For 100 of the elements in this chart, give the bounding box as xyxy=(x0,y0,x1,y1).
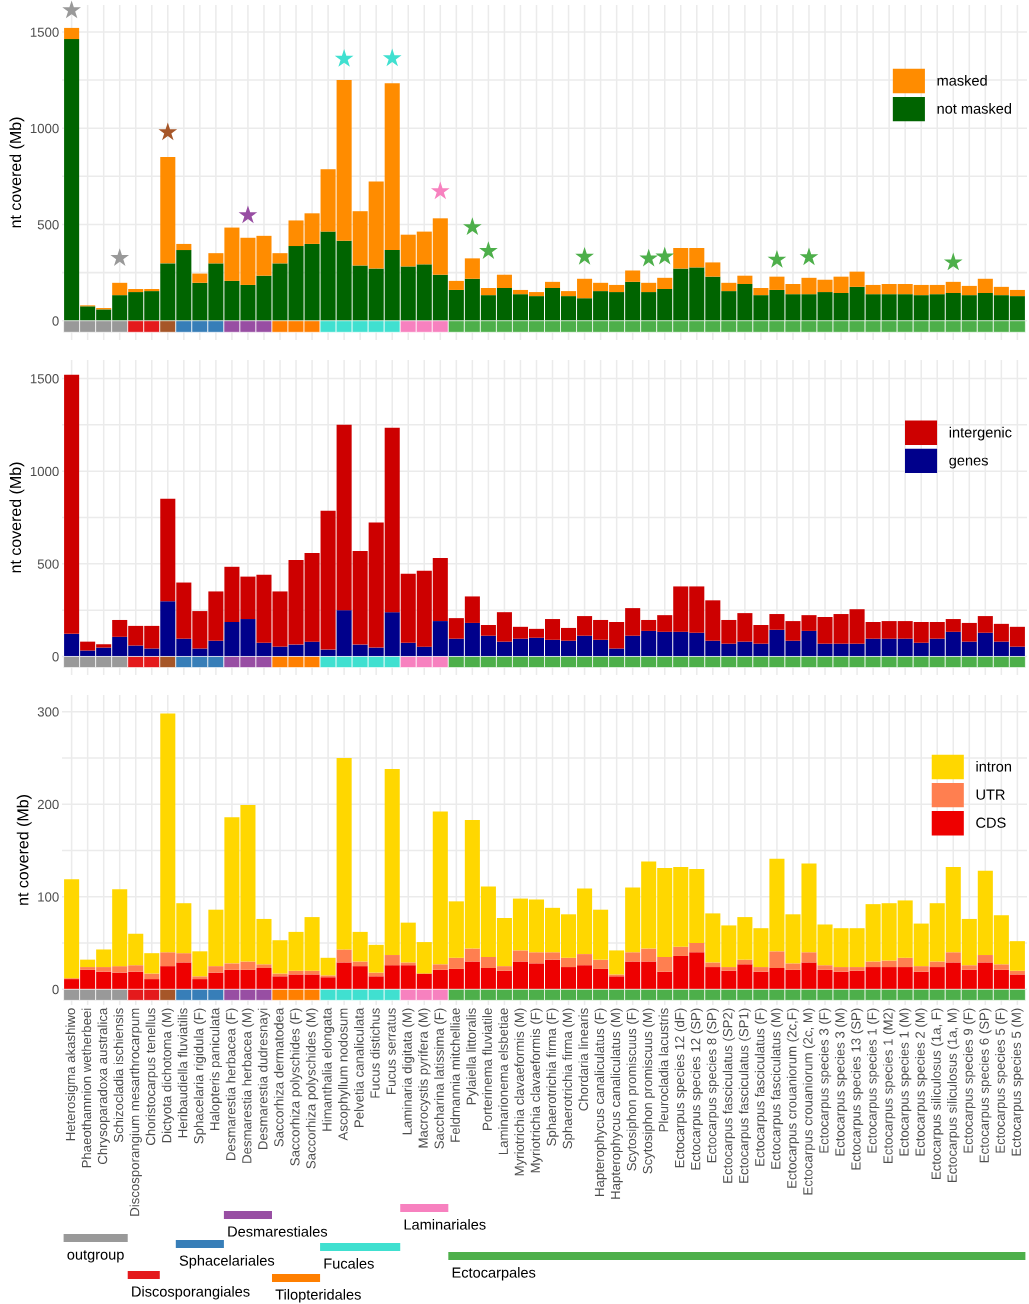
bar xyxy=(192,273,208,283)
x-tick-label: Pleurocladia lacustris xyxy=(658,1008,669,1132)
x-tick-label: Ectocarpus species 3 (M) xyxy=(834,1008,848,1156)
bar xyxy=(496,274,512,289)
x-tick-label: Ectocarpus fasciculatus (SP2) xyxy=(722,1008,735,1183)
y-axis-title: nt covered (Mb) xyxy=(9,117,25,228)
x-tick-label: Ectocarpus species 2 (M) xyxy=(915,1008,928,1156)
text: Desmarestiales xyxy=(228,1226,328,1237)
x-tick-label: Hapterophycus canaliculatus (F) xyxy=(594,1008,607,1196)
x-tick-label: Ectocarpus species 1 (M2) xyxy=(882,1008,896,1163)
x-tick-label: Ectocarpus species 6 (SP) xyxy=(979,1008,992,1163)
legend-label: intergenic xyxy=(949,426,1012,441)
x-tick-label: Ectocarpus species 8 (SP) xyxy=(706,1008,719,1163)
x-tick-label: Ectocarpus fasciculatus (M) xyxy=(770,1008,784,1169)
text: Fucales xyxy=(324,1258,374,1269)
y-tick-label: 100 xyxy=(38,892,59,902)
x-tick-label: Ectocarpus species 5 (M) xyxy=(1011,1008,1024,1156)
x-tick-label: Feldmannia mitchelliae xyxy=(450,1008,460,1142)
y-tick-label: 0 xyxy=(52,984,59,995)
x-tick-label: Choristocarpus tenellus xyxy=(145,1008,158,1145)
y-axis-title: nt covered (Mb) xyxy=(9,462,25,573)
y-tick-label: 200 xyxy=(37,799,59,810)
bar xyxy=(993,964,1009,970)
legend-label: masked xyxy=(937,75,987,86)
x-tick-label: Myriotrichia clavaeformis (M) xyxy=(514,1008,527,1176)
bar xyxy=(64,27,80,40)
text: outgroup xyxy=(67,1250,124,1263)
x-tick-label: Discosporangium mesarthrocarpum xyxy=(129,1008,142,1216)
x-tick-label: Chordaria linearis xyxy=(578,1008,589,1111)
bar xyxy=(464,258,480,279)
x-tick-label: Desmarestia herbacea (M) xyxy=(241,1008,255,1163)
legend-label: not masked xyxy=(937,103,1012,114)
bar xyxy=(544,281,561,289)
x-tick-label: Sphaerotrichia firma (M) xyxy=(562,1008,575,1149)
text: Laminariales xyxy=(404,1219,486,1230)
x-tick-label: Chrysoparadoxa australica xyxy=(97,1007,110,1165)
x-tick-label: Heterosigma akashiwo xyxy=(65,1008,78,1141)
x-tick-label: Macrocystis pyrifera (M) xyxy=(418,1008,431,1148)
bar xyxy=(721,967,737,971)
x-tick-label: Laminarionema elsbetiae xyxy=(498,1008,508,1155)
y-tick-label: 1500 xyxy=(30,374,59,384)
x-tick-label: Ectocarpus fasciculatus (F) xyxy=(754,1008,768,1166)
x-tick-label: Fucus distichus xyxy=(370,1008,380,1098)
x-tick-label: Schizocladia ischiensis xyxy=(113,1008,124,1143)
legend-label: UTR xyxy=(976,789,1005,800)
bar xyxy=(977,955,993,963)
bar xyxy=(448,280,464,290)
bar xyxy=(961,965,977,970)
x-tick-label: Himanthalia elongata xyxy=(321,1007,335,1131)
x-tick-label: Ectocarpus fasciculatus (SP1) xyxy=(738,1008,752,1183)
text: Ectocarpales xyxy=(452,1267,536,1281)
bar xyxy=(945,952,961,963)
x-tick-label: Ectocarpus species 12 (dF) xyxy=(674,1008,687,1168)
x-tick-label: Ectocarpus species 12 (SP) xyxy=(690,1008,703,1170)
bar xyxy=(625,270,641,282)
x-tick-label: Ectocarpus species 1 (F) xyxy=(866,1008,880,1153)
x-tick-label: Desmarestia dudresnayi xyxy=(257,1008,271,1149)
x-tick-label: Fucus serratus xyxy=(386,1008,396,1094)
x-tick-label: Dictyota dichotoma (M) xyxy=(161,1008,174,1143)
bar xyxy=(336,949,352,963)
text: Tilopteridales xyxy=(275,1289,361,1303)
x-tick-label: Halopteris paniculata xyxy=(209,1007,223,1130)
x-tick-label: Pelvetia canaliculata xyxy=(354,1007,364,1127)
y-tick-label: 0 xyxy=(52,316,59,326)
legend-label: CDS xyxy=(976,817,1006,828)
x-tick-label: Laminaria digitata (M) xyxy=(402,1008,415,1135)
x-tick-label: Sphaerotrichia firma (F) xyxy=(546,1008,559,1146)
x-tick-label: Scytosiphon promiscuus (M) xyxy=(642,1008,655,1174)
x-tick-label: Ectocarpus species 5 (F) xyxy=(995,1008,1008,1153)
bar xyxy=(705,962,721,968)
y-tick-label: 1000 xyxy=(30,123,59,134)
x-tick-label: Heribaudiella fluviatilis xyxy=(177,1008,188,1138)
y-tick-label: 0 xyxy=(52,652,59,662)
x-tick-label: Saccorhiza polyschides (F) xyxy=(289,1008,303,1166)
y-tick-label: 500 xyxy=(37,220,59,230)
bar xyxy=(480,288,496,296)
bar xyxy=(192,976,208,980)
x-tick-label: Hapterophycus canaliculatus (M) xyxy=(610,1008,623,1199)
x-tick-label: Porterinema fluviatile xyxy=(482,1008,492,1130)
x-tick-label: Scytosiphon promiscuus (F) xyxy=(626,1008,639,1171)
x-tick-label: Saccorhiza polyschides (M) xyxy=(305,1008,319,1169)
x-tick-label: Ectocarpus species 9 (F) xyxy=(963,1008,976,1153)
y-tick-label: 500 xyxy=(37,559,59,569)
x-tick-label: Ectocarpus siliculosus (1a, F) xyxy=(931,1008,944,1180)
x-tick-label: Ectocarpus crouaniorum (2c,F) xyxy=(786,1008,800,1188)
x-tick-label: Desmarestia herbacea (F) xyxy=(225,1008,239,1160)
x-tick-label: Saccorhiza dermatodea xyxy=(273,1007,284,1147)
x-tick-label: Ectocarpus species 13 (SP) xyxy=(850,1008,864,1170)
y-axis-title: nt covered (Mb) xyxy=(16,795,32,905)
text: Sphacelariales xyxy=(179,1255,275,1269)
text: Discosporangiales xyxy=(132,1286,250,1300)
y-tick-label: 1000 xyxy=(30,466,59,477)
x-tick-label: Sphacelaria rigidula (F) xyxy=(193,1008,207,1144)
bar xyxy=(801,952,817,963)
x-tick-label: Ectocarpus crouaniorum (2c, M) xyxy=(802,1008,816,1195)
x-tick-label: Pylaiella littoralis xyxy=(466,1008,479,1105)
x-tick-label: Phaeothamnion wetherbeei xyxy=(81,1008,92,1168)
x-tick-label: Ectocarpus siliculosus (1a, M) xyxy=(947,1008,960,1182)
x-tick-label: Ectocarpus species 1 (M) xyxy=(899,1008,912,1156)
x-tick-label: Ectocarpus species 3 (F) xyxy=(818,1008,832,1153)
